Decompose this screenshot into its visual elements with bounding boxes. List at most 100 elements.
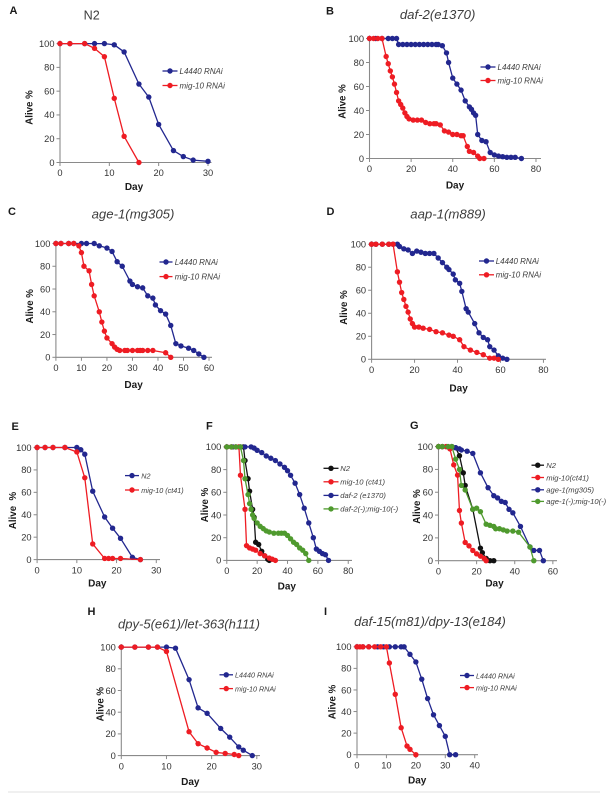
svg-text:20: 20 [356, 332, 366, 342]
svg-text:L4440 RNAi: L4440 RNAi [180, 67, 223, 76]
svg-text:Alive %: Alive % [25, 90, 36, 125]
svg-text:daf-2(e1370): daf-2(e1370) [400, 7, 476, 22]
svg-text:80: 80 [343, 566, 353, 576]
svg-text:dpy-5(e61)/let-363(h111): dpy-5(e61)/let-363(h111) [118, 617, 260, 632]
svg-text:10: 10 [72, 565, 82, 575]
svg-text:80: 80 [531, 164, 541, 174]
svg-text:80: 80 [423, 465, 433, 475]
svg-text:Day: Day [278, 581, 297, 592]
svg-text:L4440 RNAi: L4440 RNAi [498, 63, 541, 72]
svg-text:mig-10 (ct41): mig-10 (ct41) [340, 478, 385, 487]
svg-text:mig-10 (ct41): mig-10 (ct41) [141, 486, 183, 495]
svg-text:mig-10 RNAi: mig-10 RNAi [180, 81, 226, 90]
svg-text:Alive %: Alive % [96, 687, 107, 722]
svg-text:L4440 RNAi: L4440 RNAi [496, 257, 539, 266]
svg-text:60: 60 [105, 686, 115, 696]
svg-text:Day: Day [88, 579, 107, 590]
svg-text:50: 50 [178, 363, 188, 373]
svg-text:0: 0 [26, 555, 31, 565]
svg-text:100: 100 [39, 39, 55, 49]
svg-text:60: 60 [341, 685, 351, 695]
svg-text:80: 80 [354, 58, 364, 68]
svg-text:0: 0 [428, 556, 433, 566]
svg-text:20: 20 [44, 134, 54, 144]
svg-text:60: 60 [21, 488, 31, 498]
svg-text:30: 30 [440, 760, 450, 770]
svg-text:20: 20 [252, 566, 262, 576]
svg-text:mig-10 RNAi: mig-10 RNAi [476, 683, 517, 692]
svg-text:mig-10 RNAi: mig-10 RNAi [496, 271, 542, 280]
svg-text:20: 20 [211, 533, 221, 543]
svg-text:0: 0 [361, 355, 366, 365]
svg-text:20: 20 [40, 330, 50, 340]
svg-text:B: B [326, 6, 334, 18]
svg-text:80: 80 [44, 63, 54, 73]
svg-text:Day: Day [124, 380, 143, 391]
svg-text:0: 0 [53, 363, 58, 373]
svg-text:L4440 RNAi: L4440 RNAi [235, 671, 274, 680]
svg-text:N2: N2 [141, 471, 150, 480]
svg-text:40: 40 [40, 307, 50, 317]
svg-text:60: 60 [44, 86, 54, 96]
svg-text:Alive %: Alive % [412, 489, 423, 524]
svg-text:0: 0 [45, 353, 50, 363]
svg-text:40: 40 [44, 110, 54, 120]
svg-text:60: 60 [204, 363, 214, 373]
svg-text:Alive %: Alive % [328, 684, 339, 719]
svg-text:0: 0 [119, 761, 124, 771]
svg-text:L4440 RNAi: L4440 RNAi [175, 258, 218, 267]
svg-text:0: 0 [49, 158, 54, 168]
svg-text:60: 60 [211, 488, 221, 498]
svg-text:N2: N2 [546, 461, 556, 470]
svg-text:Alive %: Alive % [338, 84, 349, 119]
svg-text:20: 20 [206, 761, 216, 771]
svg-text:Day: Day [446, 180, 465, 191]
svg-text:100: 100 [417, 442, 433, 452]
svg-text:Day: Day [449, 384, 468, 395]
svg-text:0: 0 [57, 168, 62, 178]
svg-text:60: 60 [423, 488, 433, 498]
svg-text:20: 20 [406, 164, 416, 174]
svg-text:80: 80 [21, 465, 31, 475]
svg-text:D: D [327, 206, 335, 218]
svg-text:10: 10 [161, 761, 171, 771]
svg-text:mig-10 RNAi: mig-10 RNAi [498, 76, 544, 85]
svg-text:30: 30 [252, 761, 262, 771]
svg-text:60: 60 [495, 365, 505, 375]
svg-text:100: 100 [100, 642, 116, 652]
svg-text:N2: N2 [340, 464, 350, 473]
svg-text:40: 40 [423, 510, 433, 520]
svg-text:80: 80 [105, 664, 115, 674]
svg-text:20: 20 [409, 365, 419, 375]
svg-text:100: 100 [351, 240, 367, 250]
svg-text:age-1(mg305): age-1(mg305) [92, 207, 175, 222]
svg-text:40: 40 [354, 106, 364, 116]
svg-text:0: 0 [367, 164, 372, 174]
svg-text:daf-2 (e1370): daf-2 (e1370) [340, 491, 386, 500]
svg-text:40: 40 [282, 566, 292, 576]
svg-text:mig-10 RNAi: mig-10 RNAi [175, 272, 221, 281]
svg-text:Day: Day [408, 776, 427, 787]
svg-text:100: 100 [348, 34, 364, 44]
svg-text:30: 30 [203, 168, 213, 178]
svg-text:0: 0 [359, 154, 364, 164]
svg-text:C: C [8, 206, 16, 218]
svg-text:60: 60 [489, 164, 499, 174]
svg-text:20: 20 [411, 760, 421, 770]
svg-text:daf-2(-);mig-10(-): daf-2(-);mig-10(-) [340, 505, 398, 514]
svg-text:40: 40 [448, 164, 458, 174]
svg-text:20: 20 [153, 168, 163, 178]
svg-text:mig-10 RNAi: mig-10 RNAi [235, 684, 276, 693]
svg-text:age-1(-);mig-10(-): age-1(-);mig-10(-) [546, 497, 606, 506]
svg-text:0: 0 [111, 751, 116, 761]
svg-text:30: 30 [127, 363, 137, 373]
svg-text:40: 40 [211, 510, 221, 520]
svg-text:0: 0 [224, 566, 229, 576]
svg-text:daf-15(m81)/dpy-13(e184): daf-15(m81)/dpy-13(e184) [354, 614, 506, 629]
svg-text:100: 100 [35, 239, 51, 249]
svg-text:40: 40 [510, 566, 520, 576]
svg-text:F: F [206, 421, 213, 433]
svg-text:L4440 RNAi: L4440 RNAi [476, 671, 515, 680]
svg-text:Day: Day [181, 777, 200, 788]
svg-text:10: 10 [104, 168, 114, 178]
